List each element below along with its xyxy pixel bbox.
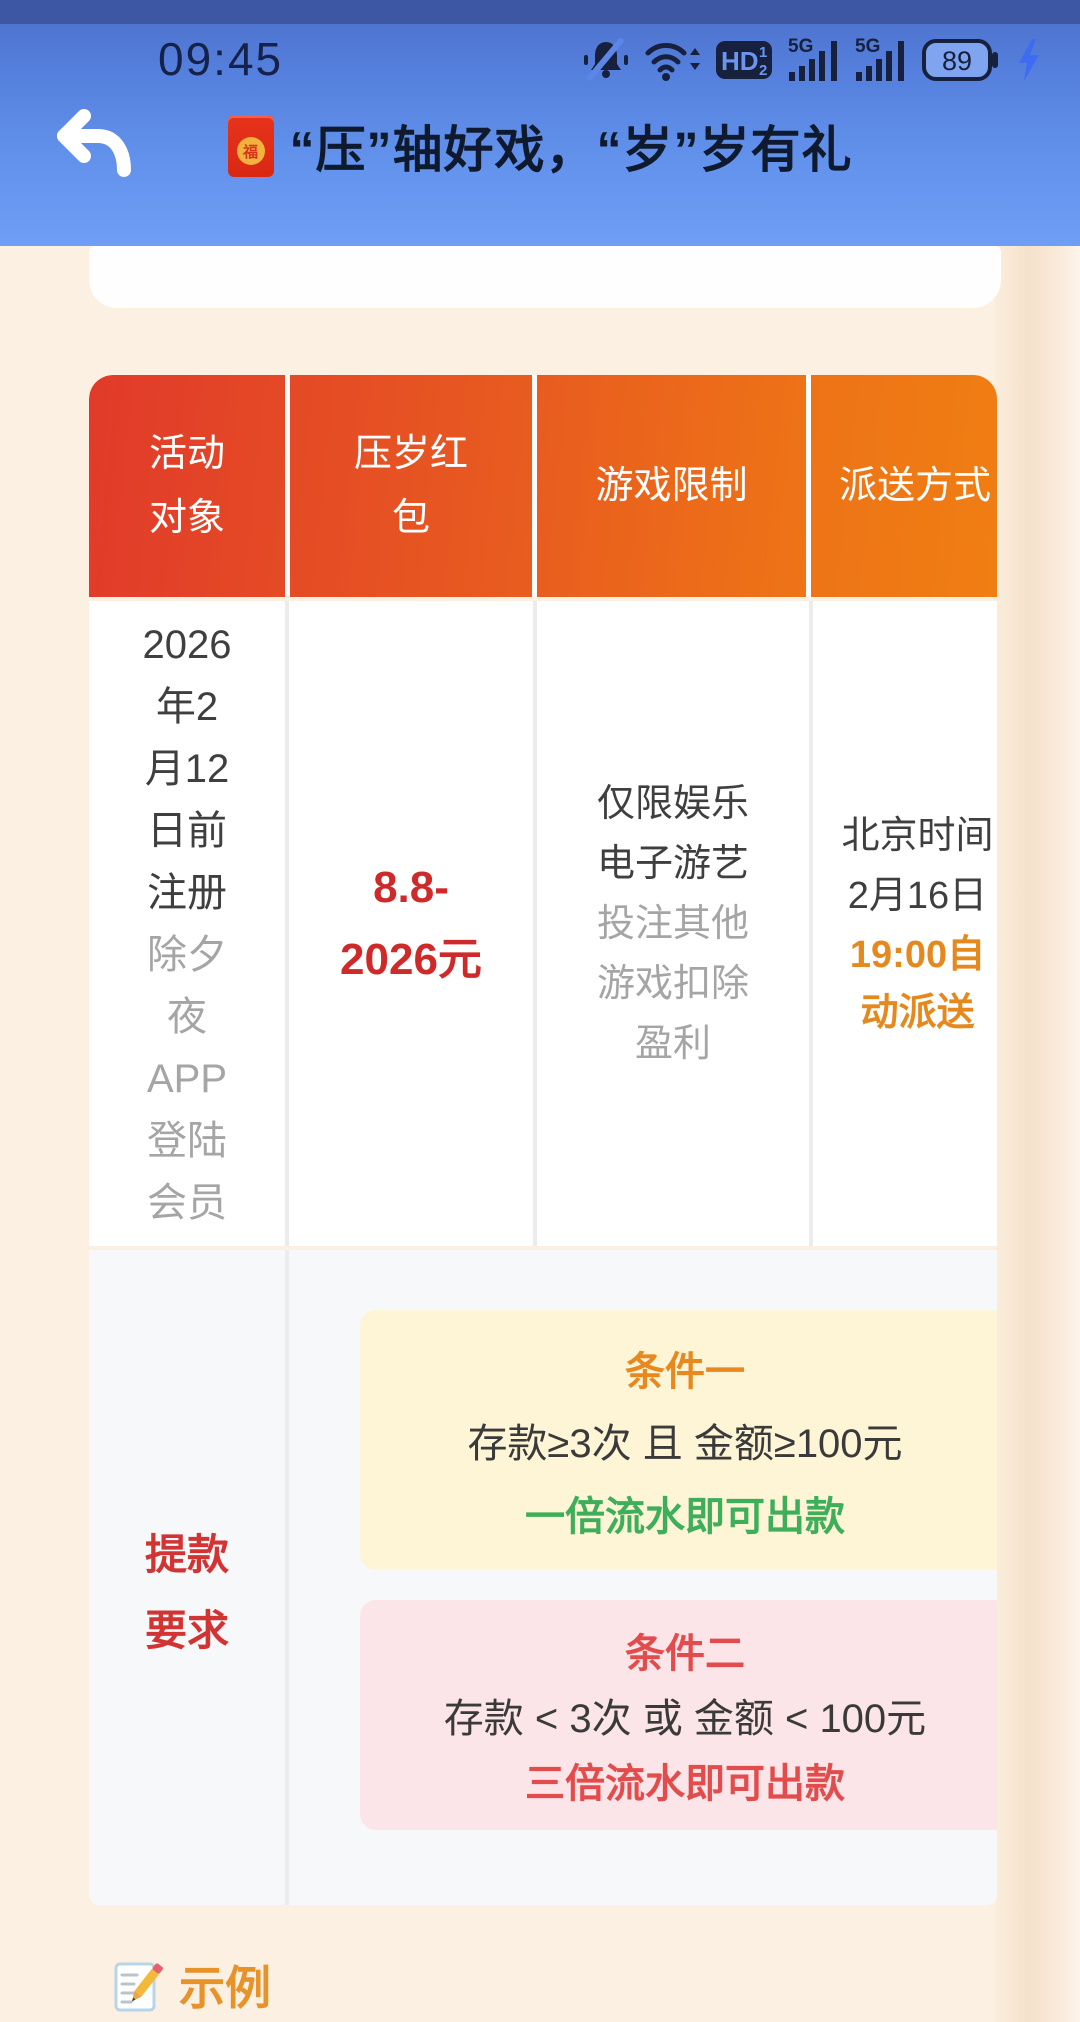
header-game-limit: 游戏限制 xyxy=(532,375,806,597)
wifi-icon xyxy=(645,43,700,81)
condition-one-box: 条件一 存款≥3次 且 金额≥100元 一倍流水即可出款 xyxy=(360,1310,997,1570)
table-header-row: 活动 对象 压岁红 包 游戏限制 派送方式 xyxy=(89,375,997,597)
delivery-time-line2: 2月16日 xyxy=(847,874,988,917)
cell-delivery-method: 北京时间 2月16日 19:00自 动派送 xyxy=(809,601,997,1246)
hd-voice-icon: HD 1 2 xyxy=(716,41,772,79)
page-background-strip xyxy=(994,246,1080,2022)
withdraw-row: 提款 要求 条件一 存款≥3次 且 金额≥100元 一倍流水即可出款 条件二 存… xyxy=(89,1250,997,1905)
app-header: 09:45 xyxy=(0,0,1080,246)
svg-text:5G: 5G xyxy=(855,36,880,57)
signal-5g-icon: 5G xyxy=(788,36,837,81)
condition-one-title: 条件一 xyxy=(625,1349,745,1394)
cell-game-limit: 仅限娱乐 电子游艺 投注其他 游戏扣除 盈利 xyxy=(533,601,809,1246)
cell-red-packet: 8.8- 2026元 xyxy=(285,601,533,1246)
bell-muted-icon xyxy=(584,37,628,81)
delivery-auto-line1: 19:00自 xyxy=(849,933,986,976)
condition-one-requirement: 存款≥3次 且 金额≥100元 xyxy=(467,1422,903,1466)
game-limit-text: 仅限娱乐 电子游艺 xyxy=(596,782,749,885)
back-button[interactable] xyxy=(50,100,140,190)
condition-two-title: 条件二 xyxy=(625,1632,745,1676)
header-activity-target: 活动 对象 xyxy=(148,433,225,539)
withdraw-requirement-label: 提款 要求 xyxy=(89,1250,285,1905)
header-delivery-method: 派送方式 xyxy=(806,375,997,597)
condition-two-box: 条件二 存款 < 3次 或 金额 < 100元 三倍流水即可出款 xyxy=(360,1600,997,1830)
condition-one-result: 一倍流水即可出款 xyxy=(525,1494,845,1539)
svg-text:2: 2 xyxy=(759,62,767,79)
game-limit-note: 投注其他 游戏扣除 盈利 xyxy=(596,902,749,1065)
page-title: “压”轴好戏，“岁”岁有礼 xyxy=(289,122,853,178)
status-time: 09:45 xyxy=(158,33,284,85)
header-red-packet: 压岁红 包 xyxy=(285,375,532,597)
signal-5g-icon: 5G xyxy=(855,36,904,81)
table-row: 2026 年2 月12 日前 注册 除夕 夜 APP 登陆 会员 8.8- 20… xyxy=(89,601,997,1246)
status-bar: 09:45 xyxy=(0,24,1080,96)
red-packet-amount: 8.8- 2026元 xyxy=(340,862,482,984)
cell-activity-target: 2026 年2 月12 日前 注册 除夕 夜 APP 登陆 会员 xyxy=(89,601,285,1246)
promo-table[interactable]: 活动 对象 压岁红 包 游戏限制 派送方式 2026 年2 月12 日前 注册 … xyxy=(89,375,997,1905)
register-deadline-text: 2026 年2 月12 日前 注册 xyxy=(142,622,232,915)
condition-two-result: 三倍流水即可出款 xyxy=(525,1762,845,1806)
red-envelope-icon: 福 xyxy=(227,115,274,177)
example-section: 示例 xyxy=(113,1952,271,2018)
notch-band xyxy=(0,0,1080,24)
member-scope-text: 除夕 夜 APP 登陆 会员 xyxy=(146,932,228,1225)
memo-icon xyxy=(114,1962,163,2012)
delivery-time-line1: 北京时间 xyxy=(841,814,994,857)
condition-two-requirement: 存款 < 3次 或 金额 < 100元 xyxy=(443,1697,927,1741)
charging-bolt-icon xyxy=(1019,39,1039,81)
svg-text:1: 1 xyxy=(759,44,767,61)
example-label: 示例 xyxy=(179,1962,271,2014)
withdraw-conditions-cell: 条件一 存款≥3次 且 金额≥100元 一倍流水即可出款 条件二 存款 < 3次… xyxy=(285,1250,997,1905)
delivery-auto-line2: 动派送 xyxy=(860,991,975,1034)
status-icons: HD 1 2 5G 5G xyxy=(583,24,1043,96)
scrolled-card-bottom xyxy=(89,246,1001,308)
svg-text:89: 89 xyxy=(942,46,972,76)
battery-icon: 89 xyxy=(922,39,998,81)
svg-text:HD: HD xyxy=(721,46,759,76)
svg-text:5G: 5G xyxy=(788,36,813,57)
title-bar: 福 “压”轴好戏，“岁”岁有礼 xyxy=(0,96,1080,206)
